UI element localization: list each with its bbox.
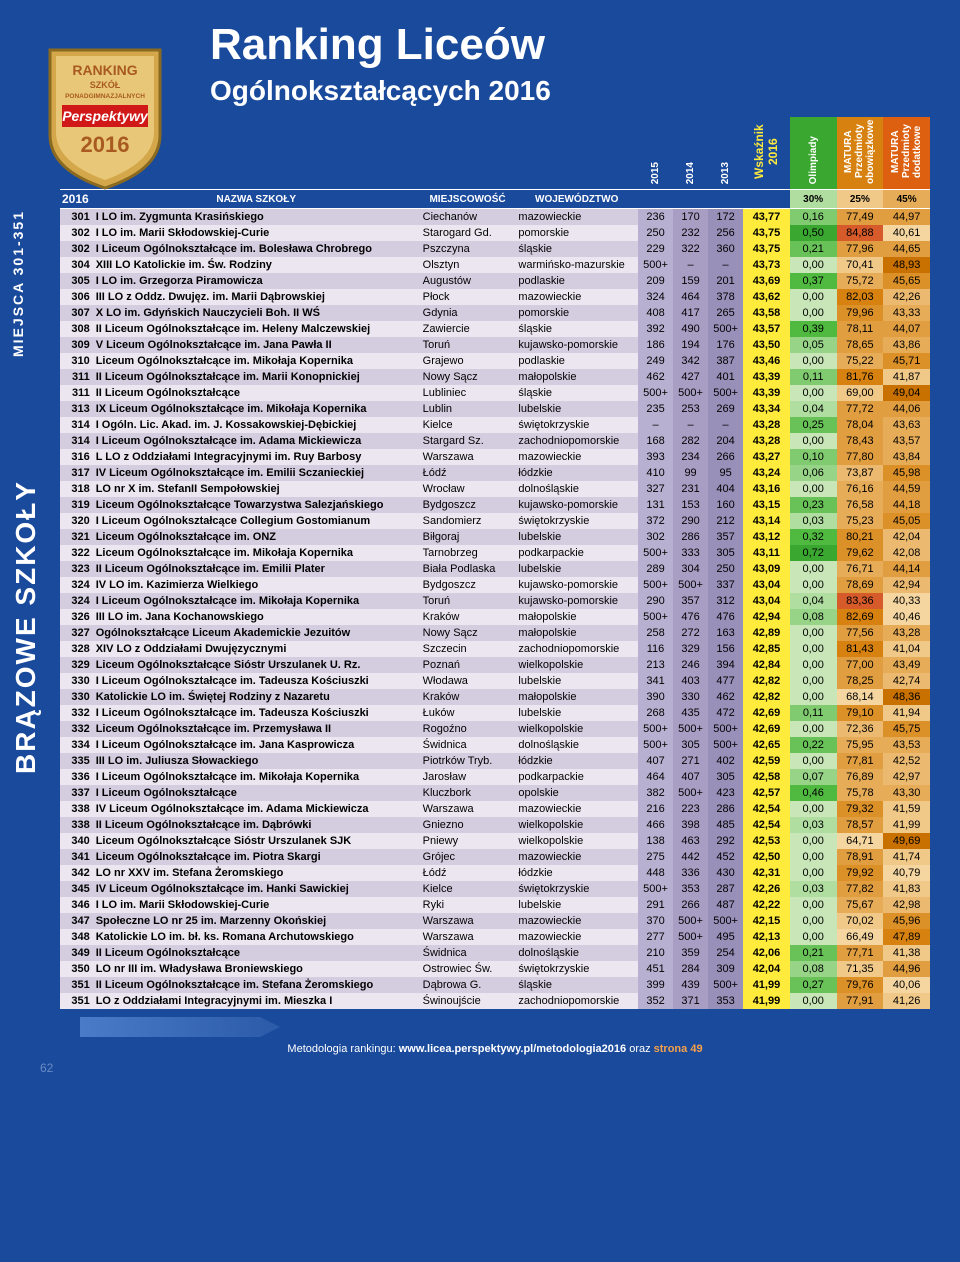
col-2014: 2014 xyxy=(673,117,708,190)
table-row: 321Liceum Ogólnokształcące im. ONZBiłgor… xyxy=(60,529,930,545)
hdr-city: MIEJSCOWOŚĆ xyxy=(420,190,516,209)
table-row: 338IV Liceum Ogólnokształcące im. Adama … xyxy=(60,801,930,817)
hdr-year: 2016 xyxy=(60,190,93,209)
table-row: 330Katolickie LO im. Świętej Rodziny z N… xyxy=(60,689,930,705)
table-row: 341Liceum Ogólnokształcące im. Piotra Sk… xyxy=(60,849,930,865)
page-title: Ranking Liceów xyxy=(210,20,930,70)
table-row: 320I Liceum Ogólnokształcące Collegium G… xyxy=(60,513,930,529)
hdr-m1-pct: 25% xyxy=(837,190,884,209)
table-row: 347Społeczne LO nr 25 im. Marzenny Okońs… xyxy=(60,913,930,929)
table-row: 350LO nr III im. Władysława Broniewskieg… xyxy=(60,961,930,977)
table-row: 330I Liceum Ogólnokształcące im. Tadeusz… xyxy=(60,673,930,689)
table-row: 340Liceum Ogólnokształcące Sióstr Urszul… xyxy=(60,833,930,849)
table-row: 313IX Liceum Ogólnokształcące im. Mikoła… xyxy=(60,401,930,417)
page-subtitle: Ogólnokształcących 2016 xyxy=(210,75,930,107)
table-row: 351II Liceum Ogólnokształcące im. Stefan… xyxy=(60,977,930,993)
svg-text:Perspektywy: Perspektywy xyxy=(62,108,149,124)
svg-text:RANKING: RANKING xyxy=(72,62,137,78)
hdr-region: WOJEWÓDZTWO xyxy=(515,190,638,209)
table-row: 336I Liceum Ogólnokształcące im. Mikołaj… xyxy=(60,769,930,785)
table-row: 318LO nr X im. StefanII SempołowskiejWro… xyxy=(60,481,930,497)
table-row: 351LO z Oddziałami Integracyjnymi im. Mi… xyxy=(60,993,930,1009)
table-row: 322Liceum Ogólnokształcące im. Mikołaja … xyxy=(60,545,930,561)
table-row: 317IV Liceum Ogólnokształcące im. Emilii… xyxy=(60,465,930,481)
table-row: 302I LO im. Marii Skłodowskiej-CurieStar… xyxy=(60,225,930,241)
col-wskaznik: Wskaźnik 2016 xyxy=(743,117,790,190)
table-row: 311II Liceum OgólnokształcąceLubliniecśl… xyxy=(60,385,930,401)
col-2015: 2015 xyxy=(638,117,673,190)
table-row: 332Liceum Ogólnokształcące im. Przemysła… xyxy=(60,721,930,737)
col-olimpiady: Olimpiady xyxy=(790,117,837,190)
table-row: 304XIII LO Katolickie im. Św. RodzinyOls… xyxy=(60,257,930,273)
table-row: 345IV Liceum Ogólnokształcące im. Hanki … xyxy=(60,881,930,897)
col-matura1: MATURA Przedmioty obowiązkowe xyxy=(837,117,884,190)
svg-text:PONADGIMNAZJALNYCH: PONADGIMNAZJALNYCH xyxy=(65,93,145,100)
table-row: 302I Liceum Ogólnokształcące im. Bolesła… xyxy=(60,241,930,257)
hdr-name: NAZWA SZKOŁY xyxy=(93,190,420,209)
table-row: 324I Liceum Ogólnokształcące im. Mikołaj… xyxy=(60,593,930,609)
table-row: 324IV LO im. Kazimierza WielkiegoBydgosz… xyxy=(60,577,930,593)
table-row: 311II Liceum Ogólnokształcące im. Marii … xyxy=(60,369,930,385)
table-row: 306III LO z Oddz. Dwujęz. im. Marii Dąbr… xyxy=(60,289,930,305)
table-row: 314I Ogóln. Lic. Akad. im. J. Kossakowsk… xyxy=(60,417,930,433)
side-label-range: MIEJSCA 301-351 xyxy=(10,210,26,357)
table-row: 305I LO im. Grzegorza PiramowiczaAugustó… xyxy=(60,273,930,289)
table-row: 327Ogólnokształcące Liceum Akademickie J… xyxy=(60,625,930,641)
table-row: 316L LO z Oddziałami Integracyjnymi im. … xyxy=(60,449,930,465)
table-row: 319Liceum Ogólnokształcące Towarzystwa S… xyxy=(60,497,930,513)
table-row: 332I Liceum Ogólnokształcące im. Tadeusz… xyxy=(60,705,930,721)
table-row: 307X LO im. Gdyńskich Nauczycieli Boh. I… xyxy=(60,305,930,321)
col-city xyxy=(420,117,516,190)
side-label-bronze: BRĄZOWE SZKOŁY xyxy=(10,480,42,774)
hdr-ol-pct: 30% xyxy=(790,190,837,209)
table-row: 328XIV LO z Oddziałami DwujęzycznymiSzcz… xyxy=(60,641,930,657)
svg-text:SZKÓŁ: SZKÓŁ xyxy=(90,79,121,90)
hdr-m2-pct: 45% xyxy=(883,190,930,209)
footer: Metodologia rankingu: www.licea.perspekt… xyxy=(60,1043,930,1055)
table-row: 342LO nr XXV im. Stefana ŻeromskiegoŁódź… xyxy=(60,865,930,881)
table-row: 301I LO im. Zygmunta KrasińskiegoCiechan… xyxy=(60,209,930,226)
table-row: 337I Liceum OgólnokształcąceKluczborkopo… xyxy=(60,785,930,801)
table-row: 348Katolickie LO im. bł. ks. Romana Arch… xyxy=(60,929,930,945)
ranking-table: 2015 2014 2013 Wskaźnik 2016 Olimpiady M… xyxy=(60,117,930,1009)
table-row: 308II Liceum Ogólnokształcące im. Heleny… xyxy=(60,321,930,337)
table-row: 338II Liceum Ogólnokształcące im. Dąbrów… xyxy=(60,817,930,833)
table-row: 314I Liceum Ogólnokształcące im. Adama M… xyxy=(60,433,930,449)
col-2013: 2013 xyxy=(708,117,743,190)
table-row: 310Liceum Ogólnokształcące im. Mikołaja … xyxy=(60,353,930,369)
table-row: 309V Liceum Ogólnokształcące im. Jana Pa… xyxy=(60,337,930,353)
table-row: 323II Liceum Ogólnokształcące im. Emilii… xyxy=(60,561,930,577)
continue-arrow xyxy=(80,1017,280,1037)
col-region xyxy=(515,117,638,190)
col-matura2: MATURA Przedmioty dodatkowe xyxy=(883,117,930,190)
ranking-badge: RANKING SZKÓŁ PONADGIMNAZJALNYCH Perspek… xyxy=(40,40,170,190)
table-row: 334I Liceum Ogólnokształcące im. Jana Ka… xyxy=(60,737,930,753)
table-row: 335III LO im. Juliusza SłowackiegoPiotrk… xyxy=(60,753,930,769)
table-row: 346I LO im. Marii Skłodowskiej-CurieRyki… xyxy=(60,897,930,913)
table-row: 329Liceum Ogólnokształcące Sióstr Urszul… xyxy=(60,657,930,673)
table-row: 349II Liceum OgólnokształcąceŚwidnicadol… xyxy=(60,945,930,961)
table-row: 326III LO im. Jana KochanowskiegoKrakówm… xyxy=(60,609,930,625)
svg-text:2016: 2016 xyxy=(81,132,130,157)
page-number: 62 xyxy=(40,1061,930,1075)
